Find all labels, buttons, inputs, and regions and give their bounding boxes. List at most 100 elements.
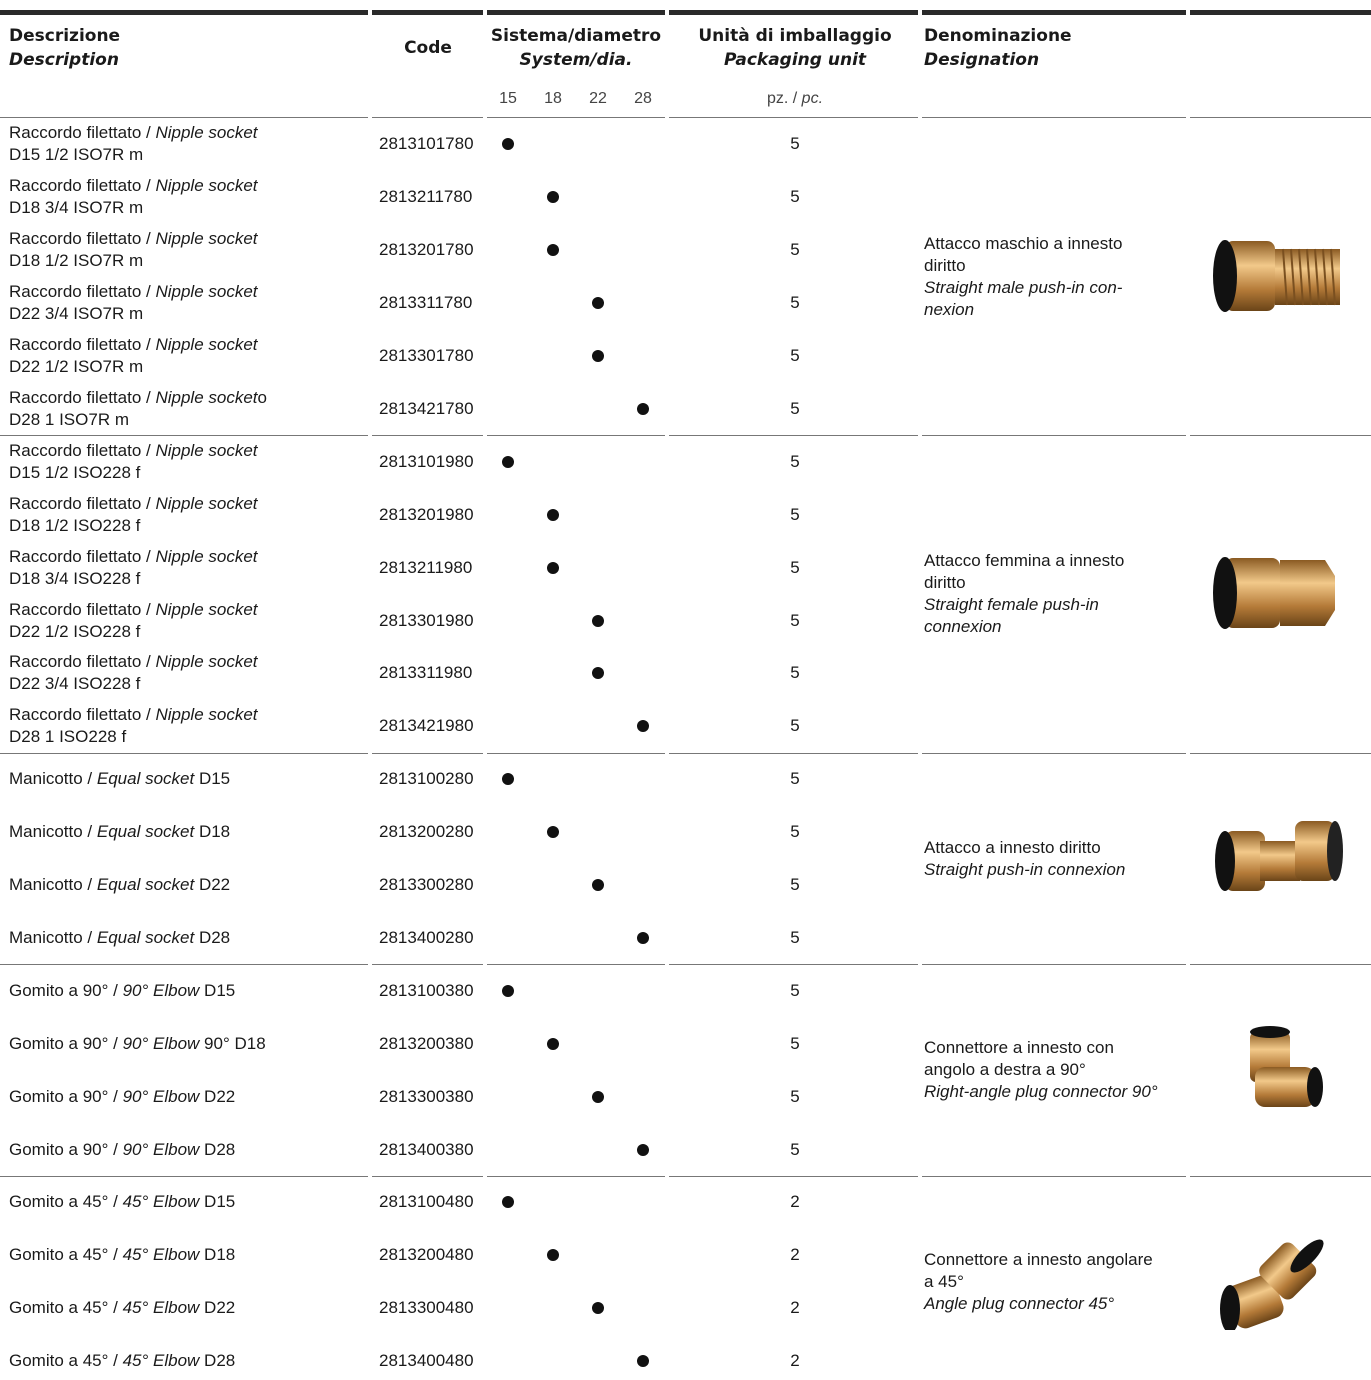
desc-it: Manicotto / <box>9 927 97 947</box>
desc-en: Equal socket <box>96 822 195 842</box>
description-line: Gomito a 90° / 90° Elbow D15 <box>9 980 235 1002</box>
code: 2813300280 <box>379 875 474 895</box>
rule <box>1190 10 1371 15</box>
dot <box>592 350 604 363</box>
desc-it: Gomito a 45° / <box>9 1351 123 1371</box>
dot <box>502 773 514 786</box>
description-line: Gomito a 45° / 45° Elbow D28 <box>9 1350 235 1372</box>
description-line: Gomito a 45° / 45° Elbow D15 <box>9 1191 235 1213</box>
pack: 5 <box>790 398 800 418</box>
designation-en: connexion <box>924 617 1002 637</box>
pack: 2 <box>790 1351 800 1371</box>
designation: Attacco a innesto diritto Straight push-i… <box>924 837 1125 881</box>
rule <box>372 1176 483 1177</box>
description-line: Gomito a 45° / 45° Elbow D22 <box>9 1297 235 1319</box>
product-image <box>1195 1022 1365 1118</box>
desc-it: Manicotto / <box>9 769 97 789</box>
row: Gomito a 45° / 45° Elbow D18 2813200480 2 <box>0 1229 1371 1282</box>
desc-it: Manicotto / <box>9 875 97 895</box>
row: Raccordo filettato / Nipple socket D28 1 … <box>0 700 1371 753</box>
header-en: Description <box>9 50 119 70</box>
header-it: Descrizione <box>9 26 121 46</box>
dot <box>547 508 559 521</box>
pack: 5 <box>790 663 800 683</box>
desc-en: Nipple socket <box>155 123 258 143</box>
header-en: Designation <box>924 50 1040 70</box>
diameter-label: 28 <box>634 90 652 107</box>
rule <box>0 10 368 15</box>
description: Raccordo filettato / Nipple socket D22 1/… <box>9 334 258 378</box>
unit-sep: / <box>788 90 802 107</box>
row: Raccordo filettato / Nipple socket D22 1/… <box>0 594 1371 647</box>
description-line: Raccordo filettato / Nipple socket <box>9 651 258 673</box>
description-line: Raccordo filettato / Nipple socket <box>9 493 258 515</box>
desc-tail: D28 <box>199 1351 236 1371</box>
desc-it: Gomito a 45° / <box>9 1298 123 1318</box>
description: Raccordo filettato / Nipple socket D15 1/… <box>9 440 258 484</box>
pack: 5 <box>790 451 800 471</box>
designation-it: diritto <box>924 255 966 275</box>
product-drawing <box>1213 239 1340 312</box>
description-line: Manicotto / Equal socket D15 <box>9 768 230 790</box>
designation-it: angolo a destra a 90° <box>924 1060 1086 1080</box>
description-line: Gomito a 45° / 45° Elbow D18 <box>9 1244 235 1266</box>
code: 2813421980 <box>379 716 474 736</box>
row: Raccordo filettato / Nipple socketo D28 1… <box>0 383 1371 436</box>
desc-it: Raccordo filettato / <box>9 387 156 407</box>
description-line: Raccordo filettato / Nipple socket <box>9 334 258 356</box>
description-detail: D15 1/2 ISO7R m <box>9 145 144 165</box>
pack: 5 <box>790 187 800 207</box>
desc-en: Nipple socket <box>155 335 258 355</box>
rule <box>669 753 918 754</box>
description-line: Raccordo filettato / Nipple socket <box>9 122 258 144</box>
desc-tail: D18 <box>199 1245 236 1265</box>
rule <box>0 435 368 436</box>
pack: 2 <box>790 1298 800 1318</box>
rule <box>487 435 665 436</box>
desc-it: Gomito a 90° / <box>9 1033 123 1053</box>
rule <box>372 435 483 436</box>
pack: 5 <box>790 980 800 1000</box>
description-line: Raccordo filettato / Nipple socket <box>9 546 258 568</box>
description: Manicotto / Equal socket D22 <box>9 874 230 896</box>
pack-header: Unità di imballaggio Packaging unit <box>698 24 891 72</box>
desc-en: 90° Elbow <box>122 980 200 1000</box>
dot <box>637 931 649 944</box>
code: 2813211980 <box>379 557 473 577</box>
description-detail: D18 3/4 ISO228 f <box>9 568 141 588</box>
pack: 5 <box>790 1086 800 1106</box>
rule <box>372 753 483 754</box>
description-line: Raccordo filettato / Nipple socket <box>9 704 258 726</box>
desc-it: Gomito a 90° / <box>9 980 123 1000</box>
code: 2813301980 <box>379 610 474 630</box>
pack: 5 <box>790 557 800 577</box>
code: 2813100480 <box>379 1192 474 1212</box>
description-detail: D15 1/2 ISO228 f <box>9 462 141 482</box>
description-line: Raccordo filettato / Nipple socket <box>9 440 258 462</box>
diameter-label: 15 <box>499 90 517 107</box>
description: Gomito a 90° / 90° Elbow D28 <box>9 1139 235 1161</box>
rule <box>922 435 1186 436</box>
rule <box>0 753 368 754</box>
pack: 5 <box>790 346 800 366</box>
description: Raccordo filettato / Nipple socket D28 1 … <box>9 704 258 748</box>
row: Raccordo filettato / Nipple socket D22 3/… <box>0 647 1371 700</box>
description-detail: D22 3/4 ISO7R m <box>9 304 144 324</box>
pack: 5 <box>790 875 800 895</box>
desc-en: Equal socket <box>96 927 195 947</box>
desc-en: 90° Elbow <box>122 1086 200 1106</box>
desc-en: Nipple socket <box>155 176 258 196</box>
rule <box>487 10 665 15</box>
description: Gomito a 45° / 45° Elbow D18 <box>9 1244 235 1266</box>
description: Raccordo filettato / Nipple socket D18 3/… <box>9 175 258 219</box>
row: Manicotto / Equal socket D28 2813400280 5 <box>0 912 1371 965</box>
desc-tail: D28 <box>199 1139 236 1159</box>
rule <box>922 1176 1186 1177</box>
row: Gomito a 45° / 45° Elbow D15 2813100480 2 <box>0 1176 1371 1229</box>
desc-en: 45° Elbow <box>122 1192 200 1212</box>
description-line: Raccordo filettato / Nipple socket <box>9 228 258 250</box>
desc-tail: D22 <box>199 1086 236 1106</box>
desc-it: Raccordo filettato / <box>9 123 156 143</box>
description-detail: D22 3/4 ISO228 f <box>9 674 141 694</box>
desc-en: Nipple socket <box>155 282 258 302</box>
